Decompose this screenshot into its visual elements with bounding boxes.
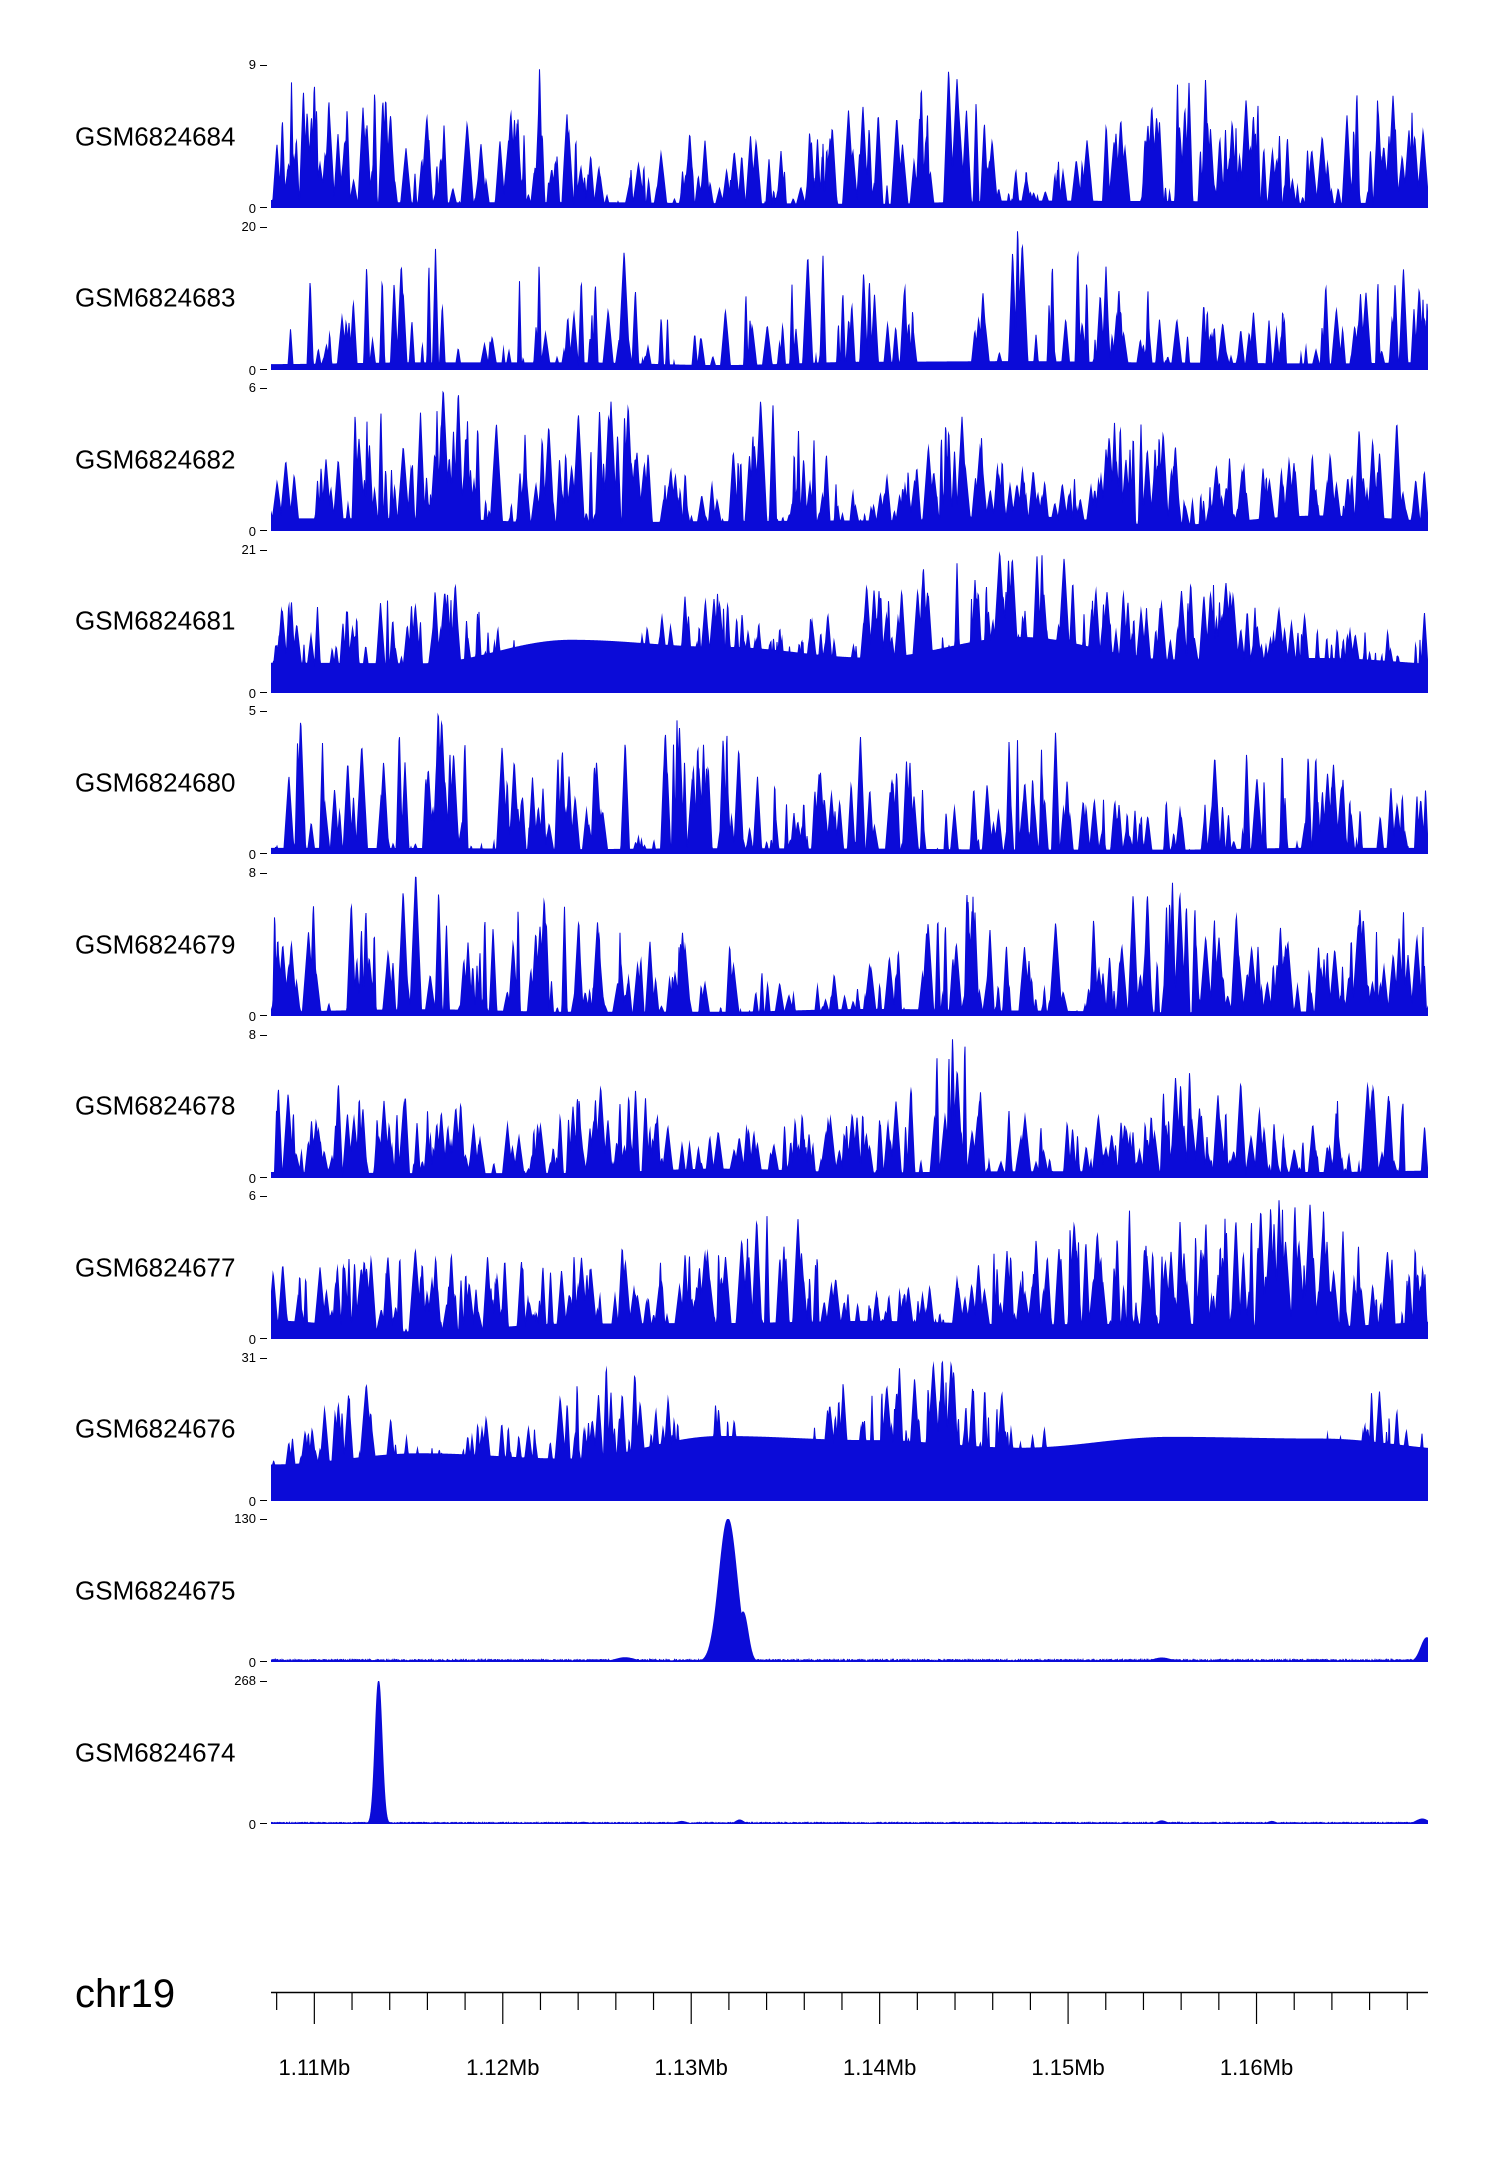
y-axis-bottom-tick [260, 530, 267, 532]
y-axis-top-tick [260, 1196, 267, 1198]
chromosome-label: chr19 [75, 1972, 176, 2016]
track-label: GSM6824678 [75, 1090, 236, 1121]
track-row: GSM6824677 6 0 [0, 1188, 1500, 1347]
y-axis-top-tick [260, 549, 267, 551]
track-row: GSM6824678 8 0 [0, 1027, 1500, 1186]
coverage-signal-plot [271, 1681, 1428, 1824]
coverage-signal-plot [271, 1196, 1428, 1340]
track-row: GSM6824681 21 0 [0, 542, 1500, 701]
track-row: GSM6824684 9 0 [0, 57, 1500, 216]
y-axis-zero-label: 0 [248, 362, 256, 378]
track-label: GSM6824680 [75, 767, 236, 798]
track-label: GSM6824682 [75, 444, 236, 475]
y-axis-max-label: 6 [248, 380, 256, 396]
track-label: GSM6824683 [75, 282, 236, 313]
y-axis-bottom-tick [260, 1015, 267, 1016]
y-axis-zero-label: 0 [248, 685, 256, 701]
y-axis-top-tick [260, 65, 267, 66]
y-axis-bottom-tick [260, 1823, 267, 1824]
y-axis-top-tick [260, 1357, 267, 1359]
track-row: GSM6824680 5 0 [0, 703, 1500, 862]
track-label: GSM6824677 [75, 1252, 236, 1283]
track-label: GSM6824684 [75, 121, 236, 151]
track-row: GSM6824682 6 0 [0, 380, 1500, 539]
y-axis-max-label: 130 [234, 1511, 256, 1527]
y-axis-top-tick [260, 711, 267, 713]
y-axis-max-label: 8 [248, 1026, 256, 1042]
y-axis-max-label: 268 [234, 1673, 256, 1688]
y-axis-zero-label: 0 [248, 1009, 256, 1024]
track-row: GSM6824679 8 0 [0, 865, 1500, 1024]
coverage-signal-plot [271, 1034, 1428, 1178]
track-label: GSM6824681 [75, 605, 236, 636]
track-row: GSM6824674 268 0 [0, 1673, 1500, 1832]
y-axis-zero-label: 0 [248, 1655, 256, 1671]
y-axis-zero-label: 0 [248, 1170, 256, 1186]
y-axis-bottom-tick [260, 691, 267, 693]
y-axis-bottom-tick [260, 1338, 267, 1340]
coverage-signal-plot [271, 388, 1428, 532]
y-axis-max-label: 21 [241, 541, 256, 557]
y-axis-zero-label: 0 [248, 1817, 256, 1832]
coverage-signal-plot [271, 65, 1428, 208]
coverage-signal-plot [271, 1357, 1428, 1501]
y-axis-top-tick [260, 1519, 267, 1521]
track-label: GSM6824675 [75, 1575, 236, 1606]
y-axis-top-tick [260, 1681, 267, 1682]
y-axis-max-label: 20 [241, 218, 256, 234]
y-axis-max-label: 6 [248, 1188, 256, 1204]
y-axis-max-label: 9 [248, 57, 256, 72]
y-axis-max-label: 8 [248, 865, 256, 880]
track-label: GSM6824679 [75, 929, 236, 959]
y-axis-zero-label: 0 [248, 201, 256, 216]
y-axis-max-label: 5 [248, 703, 256, 719]
y-axis-zero-label: 0 [248, 1332, 256, 1348]
y-axis-bottom-tick [260, 1661, 267, 1663]
coverage-signal-plot [271, 711, 1428, 855]
coverage-signal-plot [271, 873, 1428, 1016]
y-axis-top-tick [260, 873, 267, 874]
y-axis-bottom-tick [260, 1499, 267, 1501]
coverage-signal-plot [271, 549, 1428, 693]
y-axis-zero-label: 0 [248, 847, 256, 863]
y-axis-bottom-tick [260, 853, 267, 855]
genome-position-ruler [271, 1990, 1428, 2100]
y-axis-bottom-tick [260, 1176, 267, 1178]
y-axis-bottom-tick [260, 207, 267, 208]
y-axis-top-tick [260, 226, 267, 228]
y-axis-max-label: 31 [241, 1349, 256, 1365]
coverage-signal-plot [271, 1519, 1428, 1663]
y-axis-zero-label: 0 [248, 1493, 256, 1509]
track-row: GSM6824683 20 0 [0, 219, 1500, 378]
track-label: GSM6824676 [75, 1413, 236, 1444]
coverage-signal-plot [271, 226, 1428, 370]
y-axis-bottom-tick [260, 368, 267, 370]
y-axis-top-tick [260, 388, 267, 390]
track-row: GSM6824675 130 0 [0, 1511, 1500, 1670]
track-row: GSM6824676 31 0 [0, 1350, 1500, 1509]
track-label: GSM6824674 [75, 1737, 236, 1767]
y-axis-zero-label: 0 [248, 524, 256, 540]
y-axis-top-tick [260, 1034, 267, 1036]
